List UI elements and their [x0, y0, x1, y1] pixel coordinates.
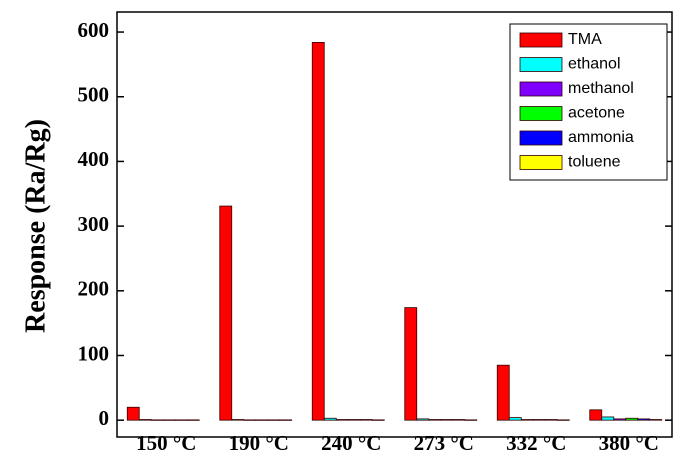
- bar: [279, 419, 293, 421]
- bar: [138, 419, 152, 421]
- bar: [416, 418, 430, 421]
- bar: [556, 419, 570, 421]
- legend-swatch: [519, 106, 563, 121]
- plot-frame: [116, 11, 673, 438]
- bar: [464, 419, 478, 421]
- y-axis-label: Response (Ra/Rg): [20, 119, 51, 333]
- y-tick-label: 400: [78, 147, 110, 171]
- x-tick-label: 332 °C: [506, 431, 566, 455]
- bar: [255, 419, 269, 421]
- bar: [323, 417, 337, 421]
- y-tick-label: 0: [99, 406, 110, 430]
- legend-label: acetone: [568, 105, 625, 122]
- bar: [162, 419, 176, 421]
- legend-label: TMA: [568, 31, 602, 48]
- legend-label: ammonia: [568, 129, 634, 146]
- bar: [625, 417, 639, 421]
- bar: [174, 419, 188, 421]
- bar: [601, 416, 615, 421]
- bar: [311, 42, 325, 421]
- y-tick-label: 200: [78, 277, 110, 301]
- bar: [404, 307, 418, 421]
- legend-swatch: [519, 81, 563, 97]
- bar: [613, 418, 627, 421]
- bar: [428, 419, 442, 421]
- x-tick-label: 150 °C: [136, 431, 196, 455]
- bar: [347, 419, 361, 421]
- bar: [126, 406, 140, 421]
- bar: [150, 419, 164, 421]
- bar: [532, 419, 546, 421]
- bar: [496, 364, 510, 421]
- bar: [649, 419, 663, 421]
- bar: [186, 419, 200, 421]
- y-tick-label: 300: [78, 212, 110, 236]
- bar: [219, 205, 233, 421]
- legend-label: ethanol: [568, 56, 621, 73]
- legend-swatch: [519, 32, 563, 48]
- x-tick-label: 240 °C: [321, 431, 381, 455]
- bar: [267, 419, 281, 421]
- legend-swatch: [519, 155, 563, 170]
- bar: [335, 419, 349, 421]
- bar: [231, 419, 245, 421]
- legend-box: [509, 23, 668, 181]
- bar: [637, 418, 651, 421]
- bar: [508, 417, 522, 421]
- legend-label: methanol: [568, 80, 634, 97]
- bar: [359, 419, 373, 421]
- bar: [544, 419, 558, 421]
- legend-label: toluene: [568, 154, 621, 171]
- bar: [520, 419, 534, 421]
- y-tick-label: 600: [78, 18, 110, 42]
- bar: [371, 419, 385, 421]
- bar: [452, 419, 466, 421]
- y-tick-label: 100: [78, 341, 110, 365]
- x-tick-label: 380 °C: [599, 431, 659, 455]
- bar: [589, 409, 603, 421]
- x-tick-label: 190 °C: [229, 431, 289, 455]
- y-tick-label: 500: [78, 83, 110, 107]
- x-tick-label: 273 °C: [414, 431, 474, 455]
- bar: [243, 419, 257, 421]
- legend-swatch: [519, 130, 563, 146]
- bar: [440, 419, 454, 421]
- legend-swatch: [519, 57, 563, 72]
